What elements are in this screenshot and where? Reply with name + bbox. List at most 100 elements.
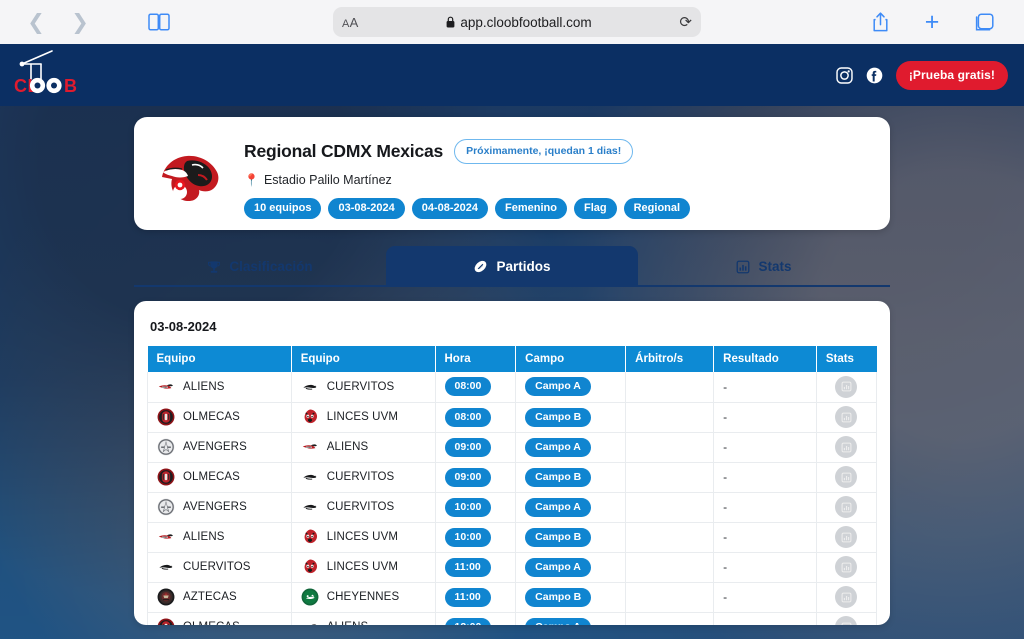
hora-chip: 10:00 xyxy=(444,527,492,547)
cell-hora: 08:00 xyxy=(435,402,517,433)
cell-stats xyxy=(816,372,878,403)
facebook-icon[interactable] xyxy=(866,67,883,84)
col-header-hora: Hora xyxy=(435,346,517,372)
lock-icon xyxy=(446,16,455,28)
cell-stats xyxy=(816,612,878,625)
match-stats-button[interactable] xyxy=(835,466,858,488)
cell-arbitro xyxy=(625,492,715,523)
table-row[interactable]: ALIENS CUERVITOS 08:00 Campo A - xyxy=(147,372,878,403)
plus-icon: + xyxy=(924,7,940,36)
cloob-logo[interactable]: CL B xyxy=(10,47,88,103)
campo-chip: Campo B xyxy=(525,527,592,547)
new-tab-button[interactable]: + xyxy=(906,4,958,40)
match-stats-button[interactable] xyxy=(835,556,858,578)
tabs-icon xyxy=(975,12,994,31)
badge-level: Regional xyxy=(623,198,691,219)
forward-button[interactable]: ❯ xyxy=(58,4,102,40)
team-name: AVENGERS xyxy=(183,441,247,453)
table-row[interactable]: CUERVITOS LINCES UVM 11:00 Campo A - xyxy=(147,552,878,583)
bookmarks-button[interactable] xyxy=(138,4,180,40)
match-stats-button[interactable] xyxy=(835,496,858,518)
cell-hora: 10:00 xyxy=(435,522,517,553)
tab-stats[interactable]: Stats xyxy=(638,246,890,287)
svg-text:B: B xyxy=(64,76,77,96)
table-row[interactable]: ALIENS LINCES UVM 10:00 Campo B - xyxy=(147,522,878,553)
bar-chart-icon xyxy=(841,532,852,542)
reload-button[interactable]: ⟳ xyxy=(679,14,692,31)
share-button[interactable] xyxy=(854,4,906,40)
mexicas-mascot-logo xyxy=(162,155,219,202)
team-name: AZTECAS xyxy=(183,591,237,603)
table-row[interactable]: OLMECAS LINCES UVM 08:00 Campo B - xyxy=(147,402,878,433)
badge-category: Femenino xyxy=(495,198,567,219)
venue-name: Estadio Palilo Martínez xyxy=(263,173,392,187)
linces-logo xyxy=(301,528,319,546)
cell-campo: Campo A xyxy=(515,552,627,583)
col-header-equipo-visitante: Equipo xyxy=(291,346,436,372)
table-row[interactable]: OLMECAS CUERVITOS 09:00 Campo B - xyxy=(147,462,878,493)
show-tabs-button[interactable] xyxy=(958,4,1010,40)
bar-chart-icon xyxy=(841,412,852,422)
col-header-equipo-local: Equipo xyxy=(147,346,292,372)
team-name: ALIENS xyxy=(183,531,225,543)
resultado-value: - xyxy=(723,530,728,544)
avengers-logo xyxy=(157,498,175,516)
toolbar-actions: + xyxy=(854,4,1010,40)
cell-resultado: - xyxy=(713,372,817,403)
bar-chart-icon xyxy=(841,442,852,452)
cell-hora: 08:00 xyxy=(435,372,517,403)
match-stats-button[interactable] xyxy=(835,375,858,398)
match-stats-button[interactable] xyxy=(835,406,858,428)
match-stats-button[interactable] xyxy=(835,526,858,548)
cell-campo: Campo B xyxy=(515,402,627,433)
cell-equipo-local: AVENGERS xyxy=(147,492,292,523)
cell-equipo-local: ALIENS xyxy=(147,522,292,553)
back-button[interactable]: ❮ xyxy=(14,4,58,40)
table-row[interactable]: AVENGERS ALIENS 09:00 Campo A - xyxy=(147,432,878,463)
cell-arbitro xyxy=(625,462,715,493)
tournament-header-card: Regional CDMX Mexicas Próximamente, ¡que… xyxy=(134,117,890,230)
campo-chip: Campo A xyxy=(525,497,591,517)
campo-chip: Campo A xyxy=(525,557,591,577)
cell-equipo-visitante: LINCES UVM xyxy=(291,402,436,433)
table-row[interactable]: AVENGERS CUERVITOS 10:00 Campo A - xyxy=(147,492,878,523)
header-actions: ¡Prueba gratis! xyxy=(836,60,1008,90)
team-name: ALIENS xyxy=(327,621,369,625)
bar-chart-icon xyxy=(841,562,852,572)
address-bar[interactable]: AA app.cloobfootball.com ⟳ xyxy=(333,7,701,37)
cuervitos-logo xyxy=(157,558,175,576)
cell-hora: 11:00 xyxy=(435,582,517,613)
team-name: CHEYENNES xyxy=(326,591,400,603)
share-icon xyxy=(872,12,888,32)
aliens-logo xyxy=(301,618,319,625)
text-size-button[interactable]: AA xyxy=(342,14,359,30)
match-stats-button[interactable] xyxy=(835,616,858,625)
team-name: AVENGERS xyxy=(183,501,247,513)
table-row[interactable]: AZTECAS CHEYENNES 11:00 Campo B - xyxy=(147,582,878,613)
team-name: LINCES UVM xyxy=(326,411,399,423)
cell-equipo-visitante: CHEYENNES xyxy=(291,582,436,613)
cell-equipo-local: ALIENS xyxy=(147,372,292,403)
hora-chip: 11:00 xyxy=(444,587,491,607)
table-row[interactable]: OLMECAS ALIENS 12:00 Campo A - xyxy=(147,612,878,625)
col-header-resultado: Resultado xyxy=(713,346,817,372)
campo-chip: Campo A xyxy=(525,617,591,625)
cell-resultado: - xyxy=(713,612,817,625)
hora-chip: 12:00 xyxy=(444,617,492,625)
tab-clasificacion[interactable]: Clasificación xyxy=(134,246,386,287)
cell-stats xyxy=(816,552,878,583)
team-name: OLMECAS xyxy=(183,621,240,625)
match-stats-button[interactable] xyxy=(835,436,858,458)
badge-start-date: 03-08-2024 xyxy=(328,198,405,219)
team-name: CUERVITOS xyxy=(326,471,395,483)
linces-logo xyxy=(301,558,319,576)
tournament-badges: 10 equipos 03-08-2024 04-08-2024 Femenin… xyxy=(244,198,870,219)
match-stats-button[interactable] xyxy=(835,586,858,608)
cell-campo: Campo A xyxy=(515,492,627,523)
free-trial-button[interactable]: ¡Prueba gratis! xyxy=(895,60,1008,90)
cell-campo: Campo B xyxy=(515,522,627,553)
campo-chip: Campo B xyxy=(525,467,592,487)
tab-partidos[interactable]: Partidos xyxy=(386,246,638,287)
instagram-icon[interactable] xyxy=(836,66,853,84)
resultado-value: - xyxy=(723,440,728,454)
